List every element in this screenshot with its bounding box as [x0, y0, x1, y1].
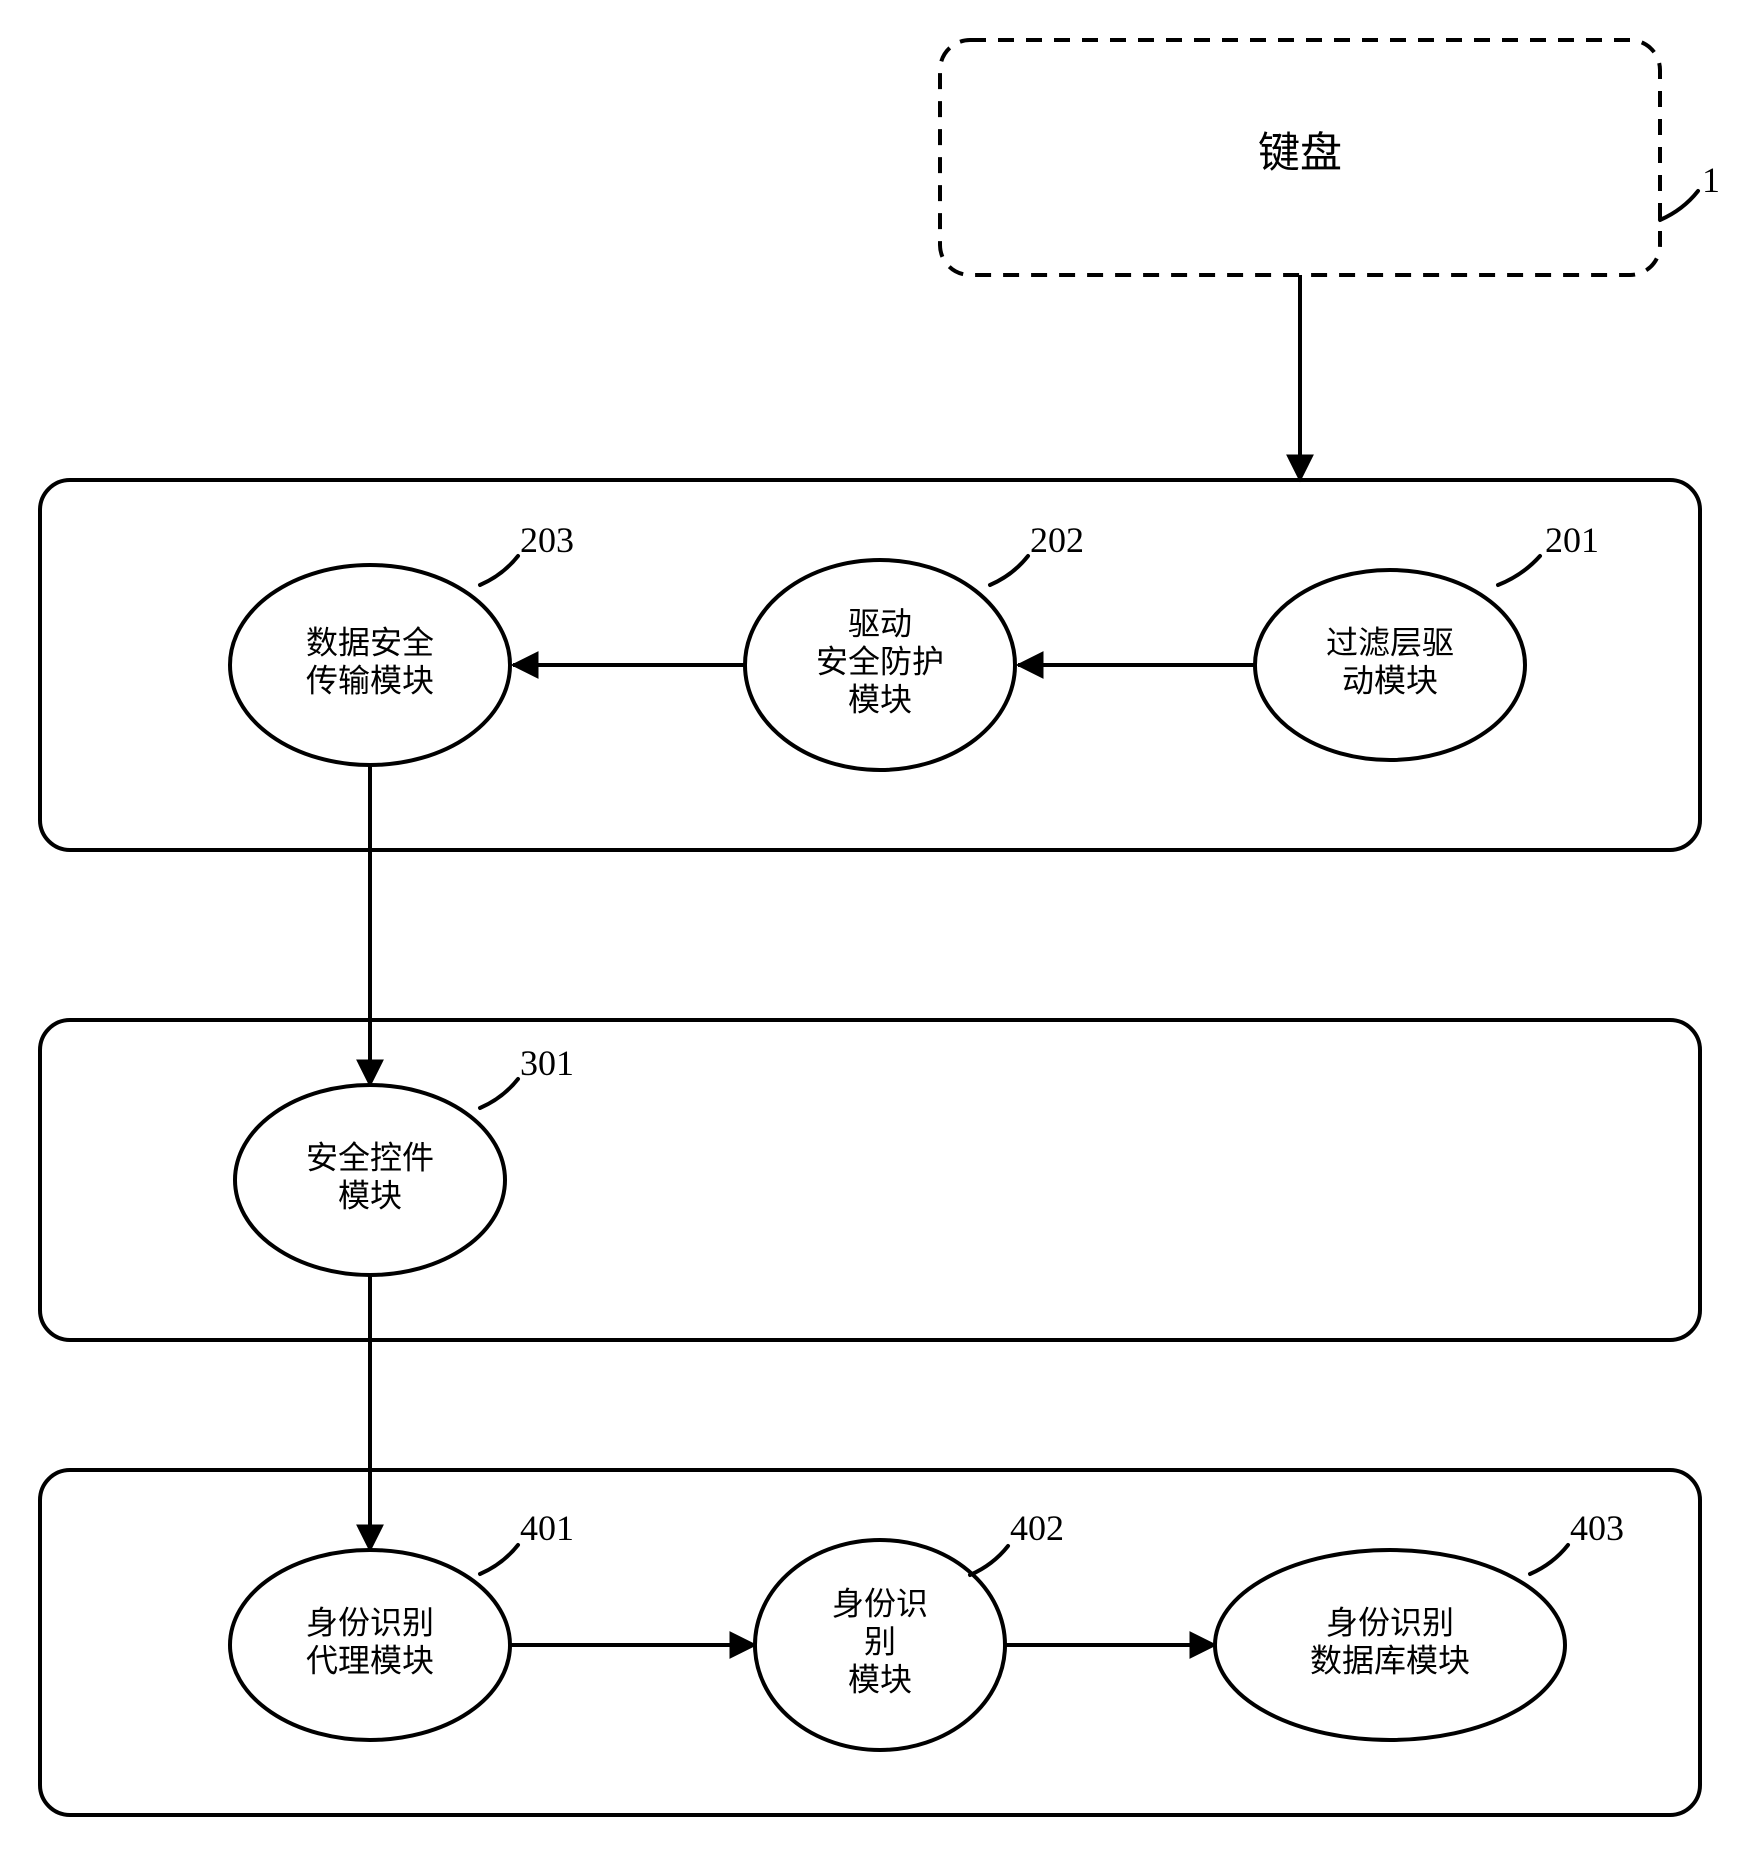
node-label-202: 202 — [1030, 520, 1084, 560]
label-tick-1 — [990, 556, 1028, 585]
node-301-line-1: 模块 — [338, 1177, 402, 1213]
node-202-line-2: 模块 — [848, 681, 912, 717]
node-label-203: 203 — [520, 520, 574, 560]
node-label-401: 401 — [520, 1508, 574, 1548]
node-202-line-1: 安全防护 — [816, 643, 944, 679]
node-301: 安全控件模块 — [235, 1085, 505, 1275]
keyboard-number: 1 — [1702, 160, 1720, 200]
label-tick-0 — [1498, 556, 1540, 585]
node-402: 身份识别模块 — [755, 1540, 1005, 1750]
node-402-line-2: 模块 — [848, 1661, 912, 1697]
label-tick-3 — [480, 1079, 518, 1108]
node-202: 驱动安全防护模块 — [745, 560, 1015, 770]
node-203-line-1: 传输模块 — [306, 662, 434, 698]
node-label-301: 301 — [520, 1043, 574, 1083]
node-202-line-0: 驱动 — [848, 605, 912, 641]
label-tick-7 — [1660, 191, 1698, 220]
label-tick-4 — [480, 1545, 518, 1574]
node-203: 数据安全传输模块 — [230, 565, 510, 765]
node-401: 身份识别代理模块 — [230, 1550, 510, 1740]
node-label-403: 403 — [1570, 1508, 1624, 1548]
label-tick-6 — [1530, 1545, 1568, 1574]
node-401-line-0: 身份识别 — [306, 1604, 434, 1640]
node-301-line-0: 安全控件 — [306, 1139, 434, 1175]
node-403-line-1: 数据库模块 — [1310, 1642, 1470, 1678]
node-201-line-1: 动模块 — [1342, 662, 1438, 698]
label-tick-2 — [480, 556, 518, 585]
node-402-line-0: 身份识 — [832, 1585, 928, 1621]
node-201: 过滤层驱动模块 — [1255, 570, 1525, 760]
label-tick-5 — [970, 1546, 1008, 1575]
node-203-line-0: 数据安全 — [306, 624, 434, 660]
node-label-201: 201 — [1545, 520, 1599, 560]
node-403-line-0: 身份识别 — [1326, 1604, 1454, 1640]
keyboard-label: 键盘 — [1258, 130, 1342, 177]
node-403: 身份识别数据库模块 — [1215, 1550, 1565, 1740]
node-label-402: 402 — [1010, 1508, 1064, 1548]
node-402-line-1: 别 — [864, 1623, 896, 1659]
node-401-line-1: 代理模块 — [306, 1642, 434, 1678]
node-201-line-0: 过滤层驱 — [1326, 624, 1454, 660]
